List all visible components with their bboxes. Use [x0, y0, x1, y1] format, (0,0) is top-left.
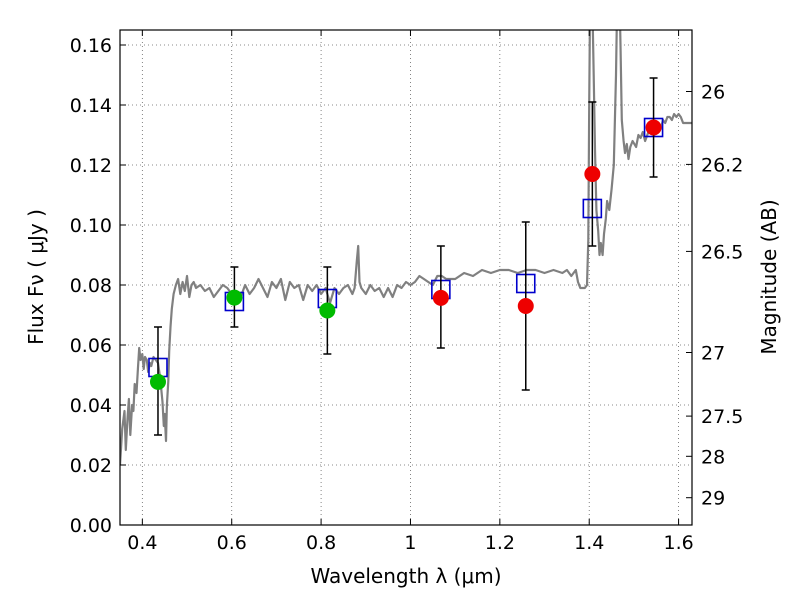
y2-tick-label: 29: [701, 488, 725, 510]
y2-axis-label: Magnitude (AB): [757, 199, 781, 354]
x-tick-label: 0.6: [217, 532, 247, 554]
y-tick-label: 0.02: [70, 455, 112, 477]
x-tick-label: 1.4: [574, 532, 604, 554]
x-tick-label: 1.2: [485, 532, 515, 554]
observed-nir-point: [584, 166, 601, 182]
model-sed-line: [120, 30, 692, 466]
y2-tick-label: 26: [701, 82, 725, 104]
plot-area: [120, 30, 692, 525]
observed-optical-point: [319, 302, 336, 319]
x-tick-label: 1: [404, 532, 416, 554]
observed-nir-point: [645, 119, 662, 136]
observed-optical-point: [226, 289, 243, 306]
data-layer: [120, 30, 692, 466]
x-tick-label: 0.8: [306, 532, 336, 554]
y2-tick-label: 26.2: [701, 154, 743, 176]
observed-nir-point: [432, 289, 449, 306]
y-tick-label: 0.04: [70, 395, 112, 417]
observed-optical-point: [149, 373, 166, 390]
y-tick-label: 0.12: [70, 155, 112, 177]
x-tick-label: 0.4: [127, 532, 157, 554]
observed-nir-point: [517, 298, 534, 314]
y-tick-label: 0.00: [70, 515, 112, 537]
y-tick-label: 0.06: [70, 335, 112, 357]
y2-tick-label: 27: [701, 343, 725, 365]
y-tick-label: 0.08: [70, 275, 112, 297]
plot-frame: [119, 29, 693, 526]
y-axis-label: Flux Fν ( μJy ): [24, 209, 48, 345]
x-axis-label: Wavelength λ (μm): [310, 564, 501, 588]
y2-tick-label: 28: [701, 446, 725, 468]
y-tick-label: 0.14: [70, 95, 112, 117]
y-tick-label: 0.16: [70, 35, 112, 57]
y2-tick-label: 27.5: [701, 406, 743, 428]
y-tick-label: 0.10: [70, 215, 112, 237]
axis-ticks: 0.4 0.6 0.8 1 1.2 1.4 1.6 0.00 0.02 0.04 0.06 0.08 0…: [70, 30, 743, 554]
y2-tick-label: 26.5: [701, 241, 743, 263]
x-tick-label: 1.6: [663, 532, 693, 554]
